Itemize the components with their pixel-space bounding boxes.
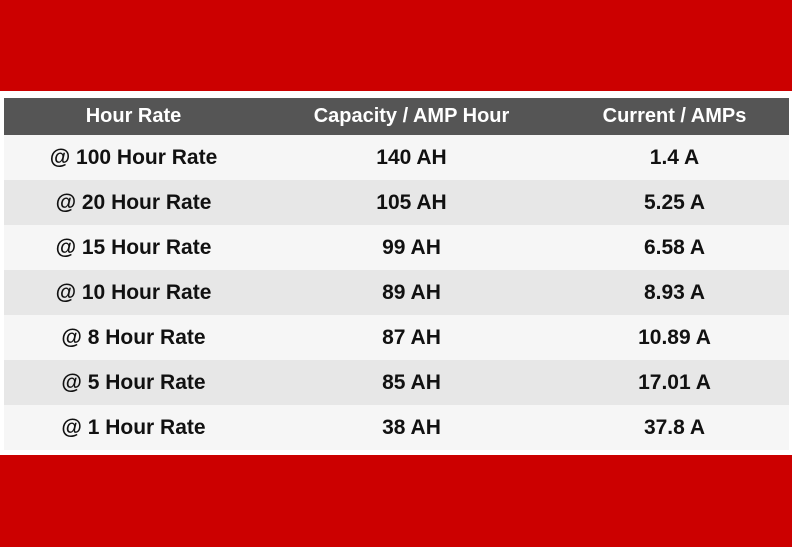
- capacity-cell: 99 AH: [263, 225, 560, 270]
- table-row: @ 15 Hour Rate 99 AH 6.58 A: [4, 225, 789, 270]
- table-body: @ 100 Hour Rate 140 AH 1.4 A @ 20 Hour R…: [4, 135, 789, 450]
- current-cell: 1.4 A: [560, 135, 789, 180]
- table-row: @ 5 Hour Rate 85 AH 17.01 A: [4, 360, 789, 405]
- top-red-band: [0, 0, 792, 91]
- header-hour-rate: Hour Rate: [4, 98, 263, 135]
- table-row: @ 20 Hour Rate 105 AH 5.25 A: [4, 180, 789, 225]
- table-header: Hour Rate Capacity / AMP Hour Current / …: [4, 98, 789, 135]
- header-capacity: Capacity / AMP Hour: [263, 98, 560, 135]
- rate-table-panel: Hour Rate Capacity / AMP Hour Current / …: [4, 98, 789, 450]
- hour-rate-cell: @ 20 Hour Rate: [4, 180, 263, 225]
- current-cell: 6.58 A: [560, 225, 789, 270]
- hour-rate-cell: @ 15 Hour Rate: [4, 225, 263, 270]
- current-cell: 5.25 A: [560, 180, 789, 225]
- capacity-cell: 87 AH: [263, 315, 560, 360]
- capacity-cell: 140 AH: [263, 135, 560, 180]
- hour-rate-cell: @ 5 Hour Rate: [4, 360, 263, 405]
- table-row: @ 100 Hour Rate 140 AH 1.4 A: [4, 135, 789, 180]
- hour-rate-cell: @ 100 Hour Rate: [4, 135, 263, 180]
- current-cell: 10.89 A: [560, 315, 789, 360]
- hour-rate-cell: @ 10 Hour Rate: [4, 270, 263, 315]
- table-row: @ 10 Hour Rate 89 AH 8.93 A: [4, 270, 789, 315]
- current-cell: 37.8 A: [560, 405, 789, 450]
- header-current: Current / AMPs: [560, 98, 789, 135]
- capacity-cell: 85 AH: [263, 360, 560, 405]
- table-row: @ 1 Hour Rate 38 AH 37.8 A: [4, 405, 789, 450]
- hour-rate-cell: @ 8 Hour Rate: [4, 315, 263, 360]
- table-row: @ 8 Hour Rate 87 AH 10.89 A: [4, 315, 789, 360]
- bottom-red-band: [0, 455, 792, 547]
- capacity-cell: 105 AH: [263, 180, 560, 225]
- current-cell: 8.93 A: [560, 270, 789, 315]
- discharge-rate-table: Hour Rate Capacity / AMP Hour Current / …: [4, 98, 789, 450]
- hour-rate-cell: @ 1 Hour Rate: [4, 405, 263, 450]
- capacity-cell: 89 AH: [263, 270, 560, 315]
- header-row: Hour Rate Capacity / AMP Hour Current / …: [4, 98, 789, 135]
- current-cell: 17.01 A: [560, 360, 789, 405]
- capacity-cell: 38 AH: [263, 405, 560, 450]
